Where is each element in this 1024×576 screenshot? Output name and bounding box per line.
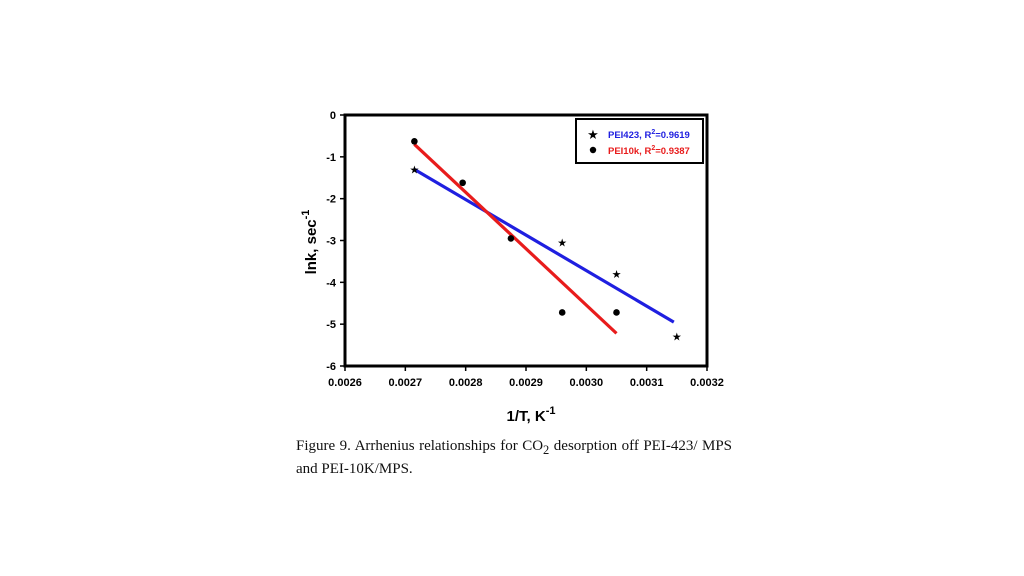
caption-label: Figure 9. — [296, 438, 351, 454]
legend-box — [575, 118, 704, 164]
data-point-pei423: ★ — [672, 331, 682, 344]
x-axis-label: 1/T, K-1 — [507, 405, 556, 425]
data-point-pei10k — [558, 309, 566, 316]
x-tick-label: 0.0031 — [630, 377, 664, 389]
legend-marker-star: ★ — [587, 128, 599, 143]
x-tick-label: 0.0026 — [328, 377, 362, 389]
caption-subscript: 2 — [543, 443, 550, 457]
y-axis-label: lnk, sec-1 — [300, 210, 320, 275]
y-tick-label: -4 — [326, 277, 337, 289]
x-tick-label: 0.0028 — [449, 377, 483, 389]
data-point-pei10k — [459, 179, 466, 187]
data-point-pei423: ★ — [409, 163, 419, 176]
caption-text-1: Arrhenius relationships for CO — [350, 438, 544, 454]
fit-lines — [413, 143, 675, 335]
data-point-pei423: ★ — [612, 268, 622, 281]
data-points: ★ ★ ★ ★ — [409, 138, 682, 344]
x-tick-label: 0.0029 — [509, 377, 543, 389]
y-tick-label: -1 — [326, 152, 336, 164]
y-tick-label: -6 — [326, 361, 336, 373]
caption-text-2: desorption off PEI-423/ MPS and PEI-10K/… — [296, 438, 733, 477]
x-tick-label: 0.0030 — [570, 377, 604, 389]
fit-line-pei423 — [413, 168, 675, 324]
legend-entry-pei10k: PEI10k, R2=0.9387 — [608, 145, 690, 157]
data-point-pei10k — [507, 235, 515, 242]
y-tick-label: -2 — [326, 194, 336, 206]
legend-marker-circle — [589, 146, 597, 154]
legend: ★ PEI423, R2=0.9619 PEI10k, R2=0.9387 — [575, 118, 704, 164]
y-tick-label: 0 — [330, 110, 336, 122]
y-axis: 0 -1 -2 -3 -4 -5 -6 — [326, 110, 345, 373]
y-tick-label: -3 — [326, 236, 336, 248]
legend-entry-pei423: PEI423, R2=0.9619 — [608, 129, 690, 141]
data-point-pei10k — [613, 309, 620, 316]
figure-caption: Figure 9. Arrhenius relationships for CO… — [296, 437, 732, 479]
fit-line-pei10k — [413, 143, 618, 335]
x-axis: 0.0026 0.0027 0.0028 0.0029 0.0030 0.0031 0.00… — [328, 366, 724, 389]
x-tick-label: 0.0027 — [389, 377, 423, 389]
data-point-pei423: ★ — [557, 237, 567, 250]
data-point-pei10k — [411, 138, 418, 145]
x-tick-label: 0.0032 — [690, 377, 724, 389]
y-tick-label: -5 — [326, 319, 336, 331]
